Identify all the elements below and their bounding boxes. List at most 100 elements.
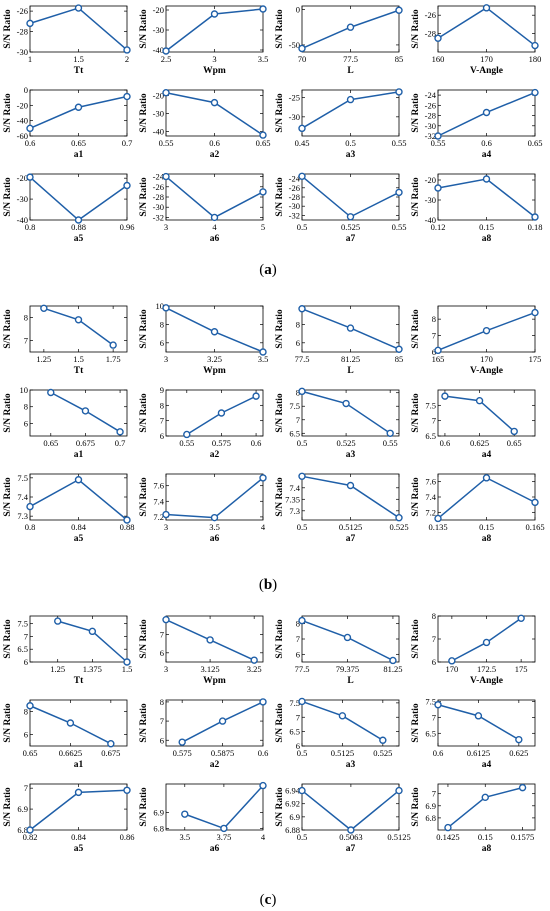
x-tick-label: 0.65	[256, 138, 271, 148]
y-axis-label: S/N Ratio	[275, 703, 285, 743]
plot-frame	[165, 783, 264, 831]
x-tick-label: 0.575	[173, 748, 192, 758]
y-tick-label: -28	[425, 29, 436, 39]
data-point	[342, 399, 350, 408]
data-point	[482, 4, 491, 12]
x-tick-label: 0.55	[383, 438, 398, 448]
plot-frame	[301, 389, 400, 437]
x-tick-label: 165	[432, 354, 445, 364]
x-axis-label: a4	[482, 150, 492, 160]
y-tick-label: -60	[17, 131, 28, 141]
plot-frame	[437, 783, 536, 831]
plot-frame	[29, 699, 128, 747]
y-tick-label: 10	[20, 385, 29, 395]
x-tick-label: 0.65	[528, 138, 543, 148]
y-tick-label: -50	[289, 40, 300, 50]
data-point	[531, 308, 539, 317]
x-axis-label: a8	[482, 534, 492, 544]
x-axis-label: Wpm	[203, 676, 226, 686]
data-point	[474, 712, 483, 720]
y-tick-label: -40	[17, 116, 28, 126]
y-axis-label: S/N Ratio	[139, 703, 149, 743]
x-tick-label: 0.65	[71, 138, 86, 148]
data-point	[434, 346, 442, 355]
x-tick-label: 4	[212, 222, 217, 232]
plot-frame	[437, 389, 536, 437]
x-axis-label: a5	[74, 534, 84, 544]
y-tick-label: -40	[425, 215, 436, 225]
panel-a-a1: 0.6 0.65 0.7 -60 -40 -20 0 a1 S/N Ratio	[3, 85, 132, 160]
data-point	[475, 397, 484, 405]
y-tick-label: -24	[289, 174, 301, 184]
data-point	[40, 304, 48, 312]
x-tick-label: 0.525	[389, 522, 408, 532]
y-tick-label: -25	[289, 93, 300, 103]
data-point	[162, 304, 170, 312]
x-tick-label: 0.65	[507, 438, 522, 448]
y-tick-label: 6.9	[425, 801, 436, 811]
data-point	[379, 736, 387, 744]
data-point	[26, 502, 34, 511]
panel-c-a6: 3.5 3.75 4 6.8 6.9 a6 S/N Ratio	[139, 781, 267, 854]
x-tick-label: 172.5	[477, 664, 496, 674]
x-tick-label: 0.84	[71, 522, 87, 532]
data-point	[346, 95, 355, 104]
y-tick-label: 7	[296, 712, 300, 722]
data-point	[123, 786, 131, 794]
y-tick-label: -28	[425, 111, 436, 121]
data-point	[217, 409, 226, 417]
panel-b-a8: 0.135 0.15 0.165 7.2 7.4 7.6 a8 S/N Ratio	[411, 473, 545, 544]
panel-a-a5: 0.8 0.88 0.96 -40 -30 -20 a5 S/N Ratio	[3, 173, 134, 244]
x-tick-label: 1.5	[73, 354, 84, 364]
y-tick-label: 8	[296, 319, 300, 329]
panel-a-v-angle: 160 170 180 -28 -26 V-Angle S/N Ratio	[411, 4, 541, 76]
data-point	[123, 92, 131, 101]
x-tick-label: 0.18	[528, 222, 543, 232]
data-point	[346, 23, 355, 31]
y-tick-label: -26	[289, 183, 300, 193]
x-tick-label: 0.6	[440, 438, 451, 448]
y-tick-label: 8	[24, 707, 28, 717]
data-point	[515, 735, 523, 744]
data-point	[338, 712, 347, 720]
y-tick-label: 6	[432, 657, 436, 667]
panel-b-a7: 0.5 0.5125 0.525 7.3 7.357.4 a7 S/N Ratio	[275, 472, 409, 544]
x-axis-label: a1	[74, 150, 84, 160]
y-tick-label: -26	[425, 100, 436, 110]
x-tick-label: 160	[432, 54, 445, 64]
series-line	[301, 700, 384, 741]
x-tick-label: 2	[125, 54, 129, 64]
panel-b-a2: 0.55 0.575 0.6 6 7 8 9 a2 S/N Ratio	[139, 385, 264, 460]
plot-frame	[165, 173, 264, 221]
x-tick-label: 1.375	[83, 664, 102, 674]
y-tick-label: 7.2	[425, 507, 436, 517]
y-tick-label: 7	[432, 416, 436, 426]
data-point	[259, 781, 267, 790]
data-point	[395, 786, 403, 795]
panel-b-a5: 0.8 0.84 0.88 7.3 7.4 7.5 a5 S/N Ratio	[3, 473, 134, 544]
x-tick-label: 0.15	[479, 522, 494, 532]
data-point	[26, 702, 34, 710]
x-tick-label: 1.5	[73, 54, 84, 64]
y-tick-label: 6	[24, 418, 28, 428]
x-tick-label: 0.7	[122, 138, 133, 148]
y-tick-label: 6	[296, 649, 300, 659]
x-tick-label: 3	[164, 222, 168, 232]
y-tick-label: -24	[153, 172, 165, 182]
y-tick-label: -30	[153, 108, 164, 118]
data-point	[220, 824, 228, 833]
x-tick-label: 1	[28, 54, 32, 64]
x-tick-label: 0.84	[71, 832, 87, 842]
data-point	[210, 213, 219, 222]
y-tick-label: 7	[24, 631, 28, 641]
x-tick-label: 3.5	[258, 54, 269, 64]
data-point	[183, 430, 191, 439]
y-axis-label: S/N Ratio	[3, 177, 13, 217]
y-tick-label: 7.5	[289, 698, 300, 708]
series-line	[301, 390, 391, 434]
y-tick-label: 7.4	[17, 492, 28, 502]
x-axis-label: a1	[74, 450, 84, 460]
x-tick-label: 0.15	[479, 222, 494, 232]
x-tick-label: 0.88	[120, 522, 135, 532]
panel-c-a1: 0.65 0.6625 0.675 6 8 a1 S/N Ratio	[3, 699, 128, 770]
